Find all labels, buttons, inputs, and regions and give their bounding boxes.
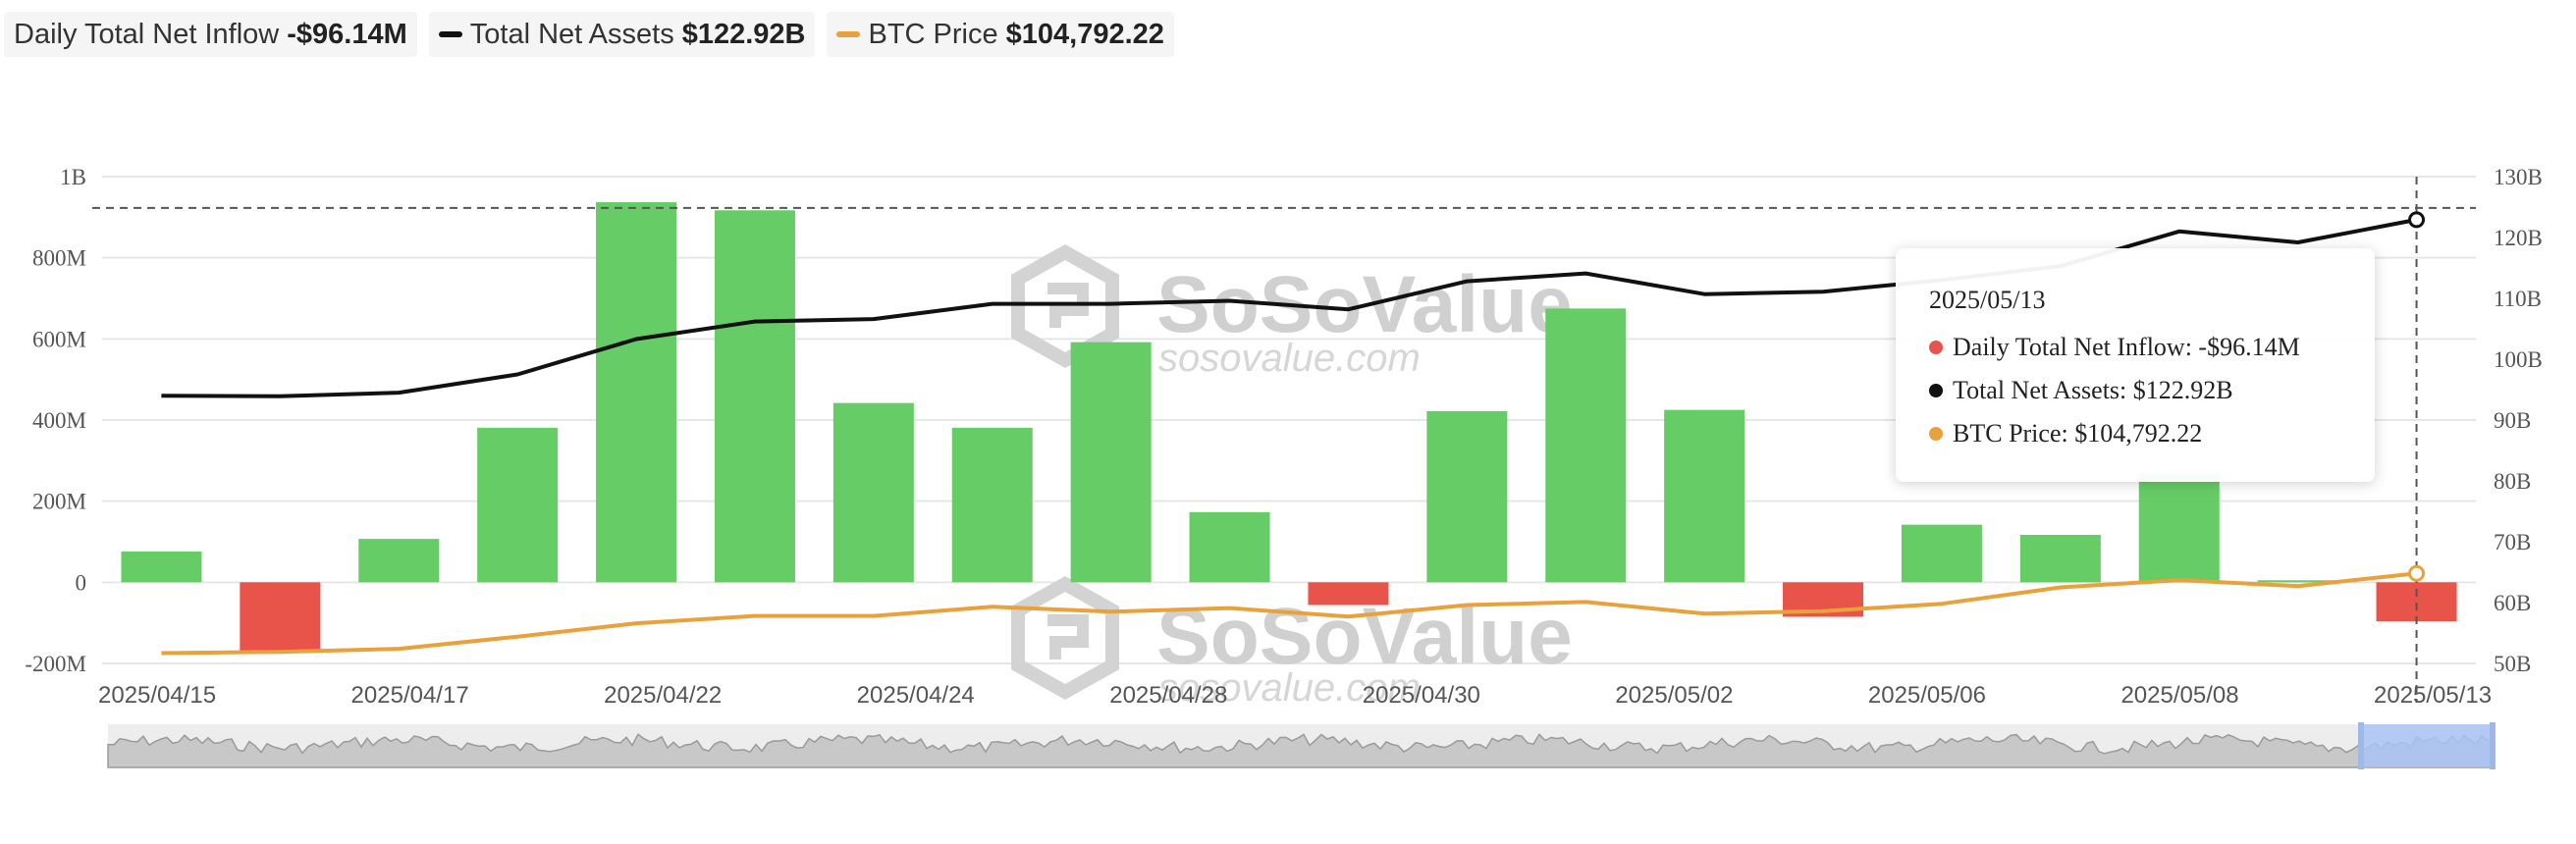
x-axis-tick-label: 2025/05/02 [1615,682,1733,709]
chart-legend: Daily Total Net Inflow -$96.14M Total Ne… [4,12,1174,57]
x-axis-tick-label: 2025/04/24 [857,682,975,709]
legend-assets-label: Total Net Assets [469,18,674,50]
legend-item-inflow[interactable]: Daily Total Net Inflow -$96.14M [4,12,417,57]
legend-inflow-value: -$96.14M [287,18,407,50]
inflow-bar [121,551,202,583]
left-axis-tick-label: 800M [32,246,86,271]
legend-btc-label: BTC Price [868,18,998,50]
watermark-url-2: sosovalue.com [1158,666,1421,710]
scroller-handle-left [2358,722,2364,769]
left-axis-tick-label: -200M [25,652,86,676]
btc-dot-icon [1929,427,1943,441]
watermark-top: SoSoValue sosovalue.com [1011,243,1573,380]
inflow-bar [832,402,914,583]
inflow-bars [121,202,2457,652]
left-axis-tick-label: 400M [32,408,86,433]
tooltip-row-btc: BTC Price: $104,792.22 [1929,419,2375,448]
assets-line-swatch [438,31,462,37]
inflow-bar [1426,410,1508,583]
btc-line-swatch [836,31,861,37]
tooltip-btc-text: BTC Price: $104,792.22 [1953,419,2203,448]
legend-btc-value: $104,792.22 [1005,18,1164,50]
inflow-dot-icon [1929,341,1943,354]
watermark-url: sosovalue.com [1158,337,1421,380]
range-scroller[interactable] [107,722,2496,769]
x-axis-tick-label: 2025/04/17 [351,682,469,709]
scroller-preview-area [107,733,2495,768]
inflow-bar [1901,524,1982,583]
tooltip-assets-text: Total Net Assets: $122.92B [1953,376,2233,404]
inflow-bar [2376,582,2457,622]
watermark-logo-icon [1011,243,1119,369]
right-axis-tick-label: 60B [2494,591,2531,615]
legend-inflow-label: Daily Total Net Inflow [14,18,280,50]
inflow-bar [240,582,321,652]
left-axis-tick-label: 0 [76,570,87,595]
x-axis-tick-label: 2025/05/08 [2120,682,2238,709]
left-axis-tick-label: 200M [32,490,86,514]
crosshair [92,177,2476,703]
assets-dot-icon [1929,384,1943,397]
inflow-bar [2257,580,2338,583]
right-axis-tick-label: 50B [2494,652,2531,676]
inflow-bar [1664,409,1745,583]
right-axis-tick-label: 100B [2494,347,2543,372]
inflow-bar [1189,511,1270,583]
tooltip-row-assets: Total Net Assets: $122.92B [1929,376,2375,405]
left-axis-tick-label: 600M [32,327,86,351]
inflow-bar [477,427,559,583]
chart-tooltip: 2025/05/13 Daily Total Net Inflow: -$96.… [1896,248,2375,482]
x-axis-tick-label: 2025/04/28 [1109,682,1227,709]
x-axis-tick-label: 2025/04/15 [98,682,216,709]
right-axis-tick-label: 120B [2494,226,2543,250]
inflow-bar [951,427,1033,583]
legend-item-btc[interactable]: BTC Price $104,792.22 [827,12,1174,57]
tooltip-inflow-text: Daily Total Net Inflow: -$96.14M [1953,333,2300,361]
inflow-bar [358,539,440,583]
right-axis-tick-label: 130B [2494,165,2543,189]
right-axis-tick-label: 80B [2494,469,2531,494]
assets-point-marker [2408,211,2426,229]
inflow-bar [2138,473,2220,583]
x-axis-tick-label: 2025/04/30 [1363,682,1480,709]
right-axis-tick-label: 90B [2494,408,2531,433]
tooltip-row-inflow: Daily Total Net Inflow: -$96.14M [1929,333,2375,362]
x-axis-tick-label: 2025/05/13 [2374,682,2492,709]
inflow-bar [714,210,795,583]
scroller-selected-range [2362,724,2492,767]
right-axis-tick-label: 70B [2494,530,2531,554]
inflow-bar [1308,582,1389,606]
legend-assets-value: $122.92B [681,18,806,50]
inflow-bar [1545,308,1627,583]
inflow-bar [1070,342,1152,583]
watermark-logo-icon-2 [1011,575,1119,701]
legend-item-assets[interactable]: Total Net Assets $122.92B [428,12,816,57]
x-axis-tick-label: 2025/04/22 [604,682,722,709]
x-axis-tick-label: 2025/05/06 [1868,682,1986,709]
btc-point-marker [2408,564,2426,582]
scroller-handle-right [2490,722,2496,769]
left-axis-tick-label: 1B [60,165,86,189]
right-axis-tick-label: 110B [2494,287,2542,311]
tooltip-date: 2025/05/13 [1929,286,2046,314]
inflow-bar [596,202,677,583]
axes: 1B 800M 600M 400M 200M 0 -200M 130B 120B 110B 100B… [25,165,2542,709]
btc-line [161,571,2417,656]
inflow-bar [2019,534,2101,583]
